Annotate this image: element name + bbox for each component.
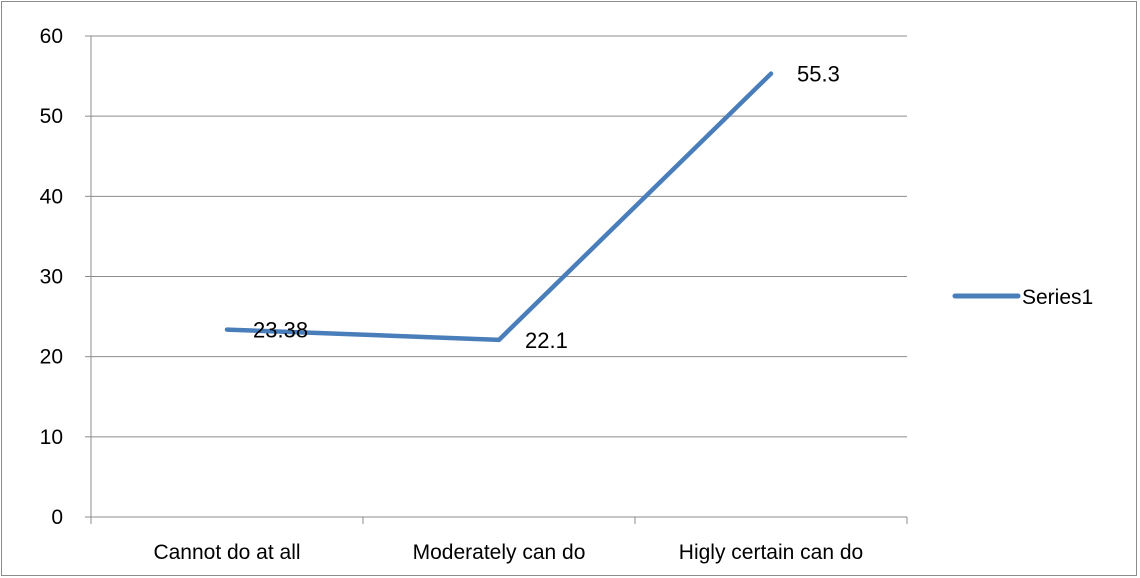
legend: Series1 [952, 286, 1093, 309]
y-tick-label-60: 60 [40, 25, 63, 48]
y-tick-label-50: 50 [40, 105, 63, 128]
data-label-0-1: 22.1 [525, 328, 568, 353]
x-tick-label-2: Higly certain can do [679, 541, 863, 564]
data-labels: 23.38 22.1 55.3 [253, 62, 840, 353]
x-axis-tick-labels: Cannot do at all Moderately can do Higly c… [153, 541, 863, 564]
y-tick-label-0: 0 [51, 506, 63, 529]
y-tick-label-40: 40 [40, 185, 63, 208]
legend-series1-label: Series1 [1022, 286, 1093, 309]
data-label-0-2: 55.3 [797, 62, 840, 87]
y-tick-label-10: 10 [40, 426, 63, 449]
axes [85, 35, 908, 524]
series-0-point-1 [497, 337, 501, 342]
series-line-0 [224, 71, 774, 343]
gridlines [91, 35, 907, 438]
x-tick-label-0: Cannot do at all [153, 541, 300, 564]
y-axis-tick-labels: 0 10 20 30 40 50 60 [40, 25, 63, 529]
y-tick-label-20: 20 [40, 346, 63, 369]
data-label-0-0: 23.38 [253, 318, 308, 343]
series-0-point-0 [225, 327, 229, 332]
series-0-point-2 [769, 71, 773, 76]
x-tick-label-1: Moderately can do [413, 541, 586, 564]
y-tick-label-30: 30 [40, 266, 63, 289]
series-layer [224, 71, 774, 343]
